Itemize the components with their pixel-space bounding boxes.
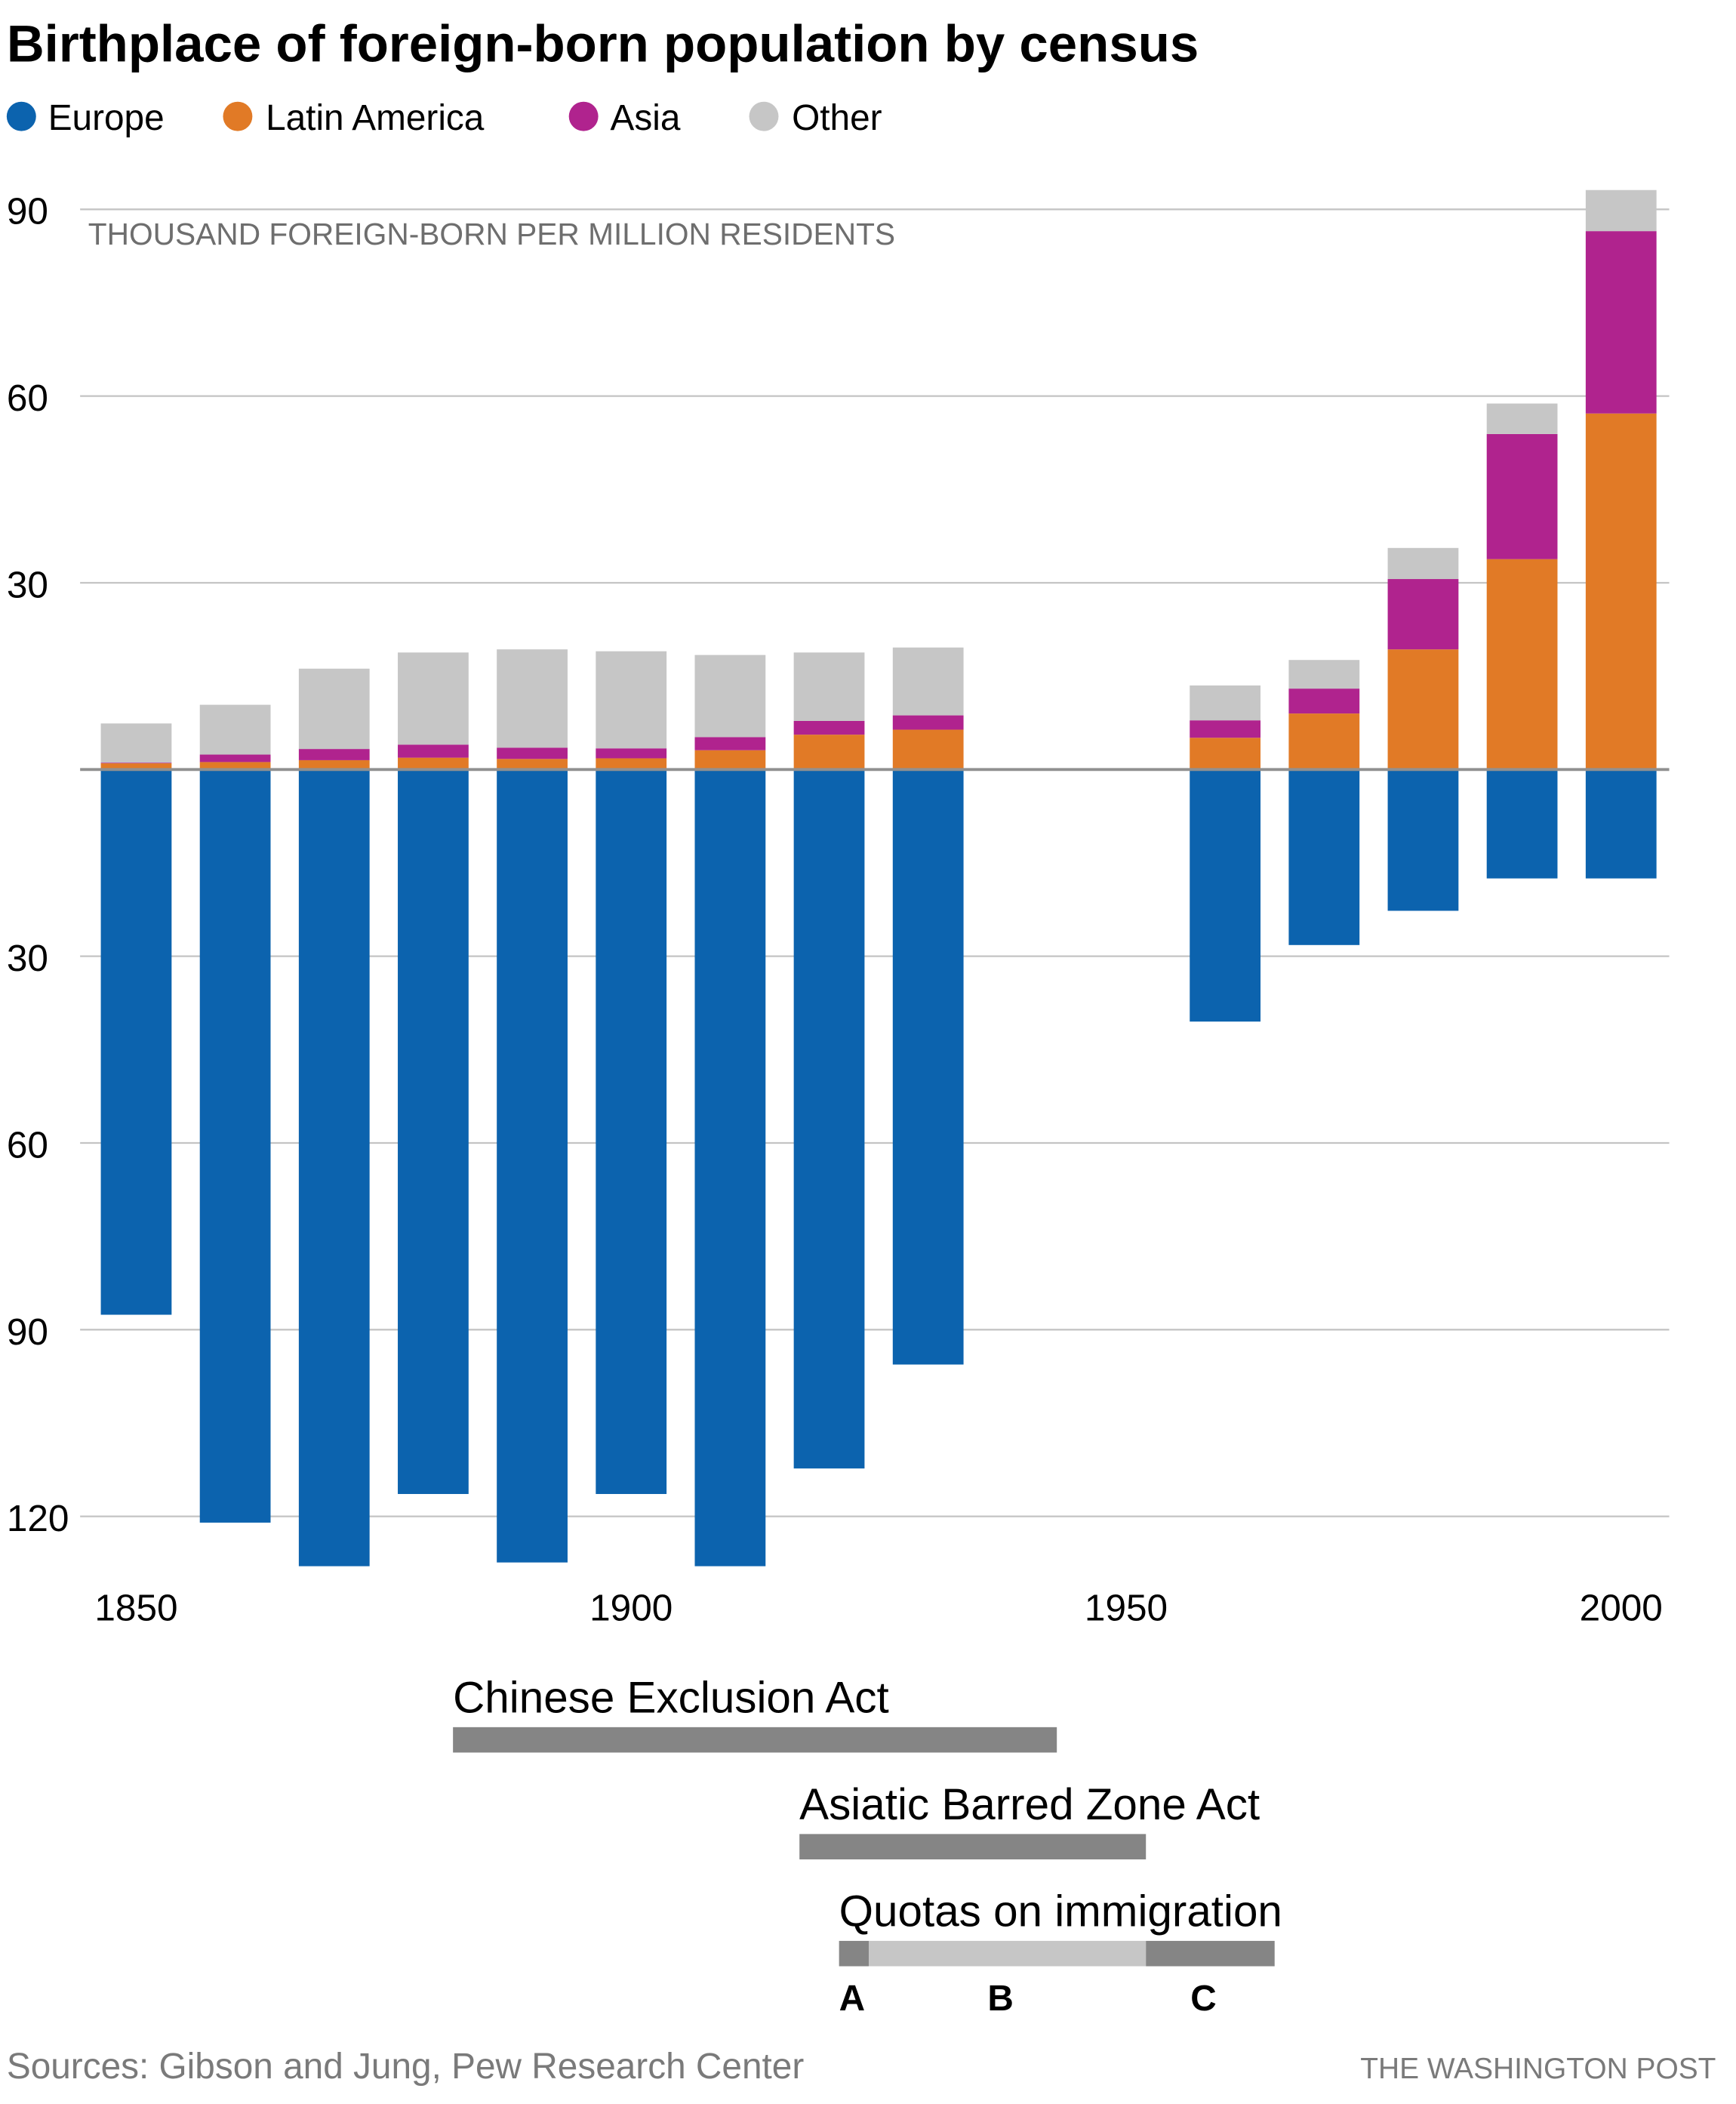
bar-asia-1920 xyxy=(793,720,865,735)
x-axis-ticks: 1850 1900 1950 2000 xyxy=(94,1587,1662,1628)
bar-latin-america-1910 xyxy=(694,750,766,770)
bar-other-1980 xyxy=(1387,547,1459,580)
timeline-segment-letter: A xyxy=(839,1979,865,2019)
legend-swatch-other xyxy=(749,101,779,131)
y-axis-unit-label: THOUSAND FOREIGN-BORN PER MILLION RESIDE… xyxy=(88,217,895,251)
bar-other-1930 xyxy=(892,647,964,716)
bar-asia-1960 xyxy=(1190,720,1261,738)
bar-latin-america-2000 xyxy=(1585,413,1657,770)
timeline-segment xyxy=(868,1940,1147,1967)
legend-swatch-europe xyxy=(6,101,36,131)
timeline-event-label: Quotas on immigration xyxy=(839,1887,1282,1936)
sources-note: Sources: Gibson and Jung, Pew Research C… xyxy=(7,2047,804,2087)
bar-latin-america-1970 xyxy=(1288,713,1360,770)
bar-europe-1860 xyxy=(199,769,271,1523)
bar-latin-america-1920 xyxy=(793,735,865,770)
bar-other-1910 xyxy=(694,655,766,738)
x-tick-label: 2000 xyxy=(1580,1587,1663,1628)
bar-asia-1980 xyxy=(1387,579,1459,650)
bar-latin-america-1930 xyxy=(892,729,964,770)
bar-europe-1990 xyxy=(1486,769,1558,879)
bars xyxy=(80,189,1670,1566)
x-tick-label: 1900 xyxy=(589,1587,673,1628)
bar-other-1990 xyxy=(1486,403,1558,434)
y-tick-label: 30 xyxy=(7,938,48,979)
timeline-segment xyxy=(1146,1940,1275,1967)
timeline-segment-letter: C xyxy=(1190,1979,1216,2019)
bar-asia-1850 xyxy=(100,762,172,764)
bar-europe-1920 xyxy=(793,769,865,1469)
publisher-credit: THE WASHINGTON POST xyxy=(1360,2053,1716,2085)
timeline-segment xyxy=(453,1727,1057,1753)
bar-latin-america-1990 xyxy=(1486,559,1558,770)
bar-asia-1990 xyxy=(1486,433,1558,559)
bar-europe-1910 xyxy=(694,769,766,1566)
bar-other-1860 xyxy=(199,704,271,755)
bar-europe-1960 xyxy=(1190,769,1261,1022)
y-tick-label: 120 xyxy=(7,1498,69,1539)
bar-other-1850 xyxy=(100,723,172,763)
bar-europe-1870 xyxy=(298,769,370,1566)
timeline-event: Quotas on immigration A B C xyxy=(839,1887,1282,2019)
bar-europe-1980 xyxy=(1387,769,1459,911)
legend: Europe Latin America Asia Other xyxy=(6,98,882,138)
timeline-event-label: Asiatic Barred Zone Act xyxy=(799,1780,1260,1829)
legend-label-asia: Asia xyxy=(611,98,681,138)
timeline-event: Asiatic Barred Zone Act xyxy=(799,1780,1260,1859)
legend-swatch-latin-america xyxy=(223,101,253,131)
x-tick-label: 1850 xyxy=(94,1587,177,1628)
bar-europe-1850 xyxy=(100,769,172,1315)
legend-label-latin-america: Latin America xyxy=(266,98,485,138)
bar-asia-1860 xyxy=(199,754,271,762)
bar-asia-1870 xyxy=(298,749,370,760)
legend-label-europe: Europe xyxy=(48,98,165,138)
bar-asia-1930 xyxy=(892,715,964,730)
bar-europe-1970 xyxy=(1288,769,1360,945)
timeline-segment xyxy=(839,1940,869,1967)
bar-europe-1900 xyxy=(596,769,667,1494)
timeline-segment xyxy=(799,1834,1147,1859)
chart-title: Birthplace of foreign-born population by… xyxy=(7,15,1199,73)
bar-other-1880 xyxy=(398,652,469,745)
bar-asia-2000 xyxy=(1585,231,1657,414)
y-axis-ticks: 30 60 90 30 60 90 120 xyxy=(7,191,69,1539)
bar-other-1920 xyxy=(793,652,865,721)
bar-latin-america-1890 xyxy=(497,759,568,770)
y-tick-label: 30 xyxy=(7,564,48,605)
timeline-segment-letter: B xyxy=(987,1979,1013,2019)
bar-asia-1910 xyxy=(694,737,766,750)
bar-other-1870 xyxy=(298,668,370,750)
y-tick-label: 90 xyxy=(7,1311,48,1353)
bar-other-1960 xyxy=(1190,685,1261,721)
legend-swatch-asia xyxy=(568,101,599,131)
bar-latin-america-1960 xyxy=(1190,738,1261,770)
policy-timeline: Chinese Exclusion Act Asiatic Barred Zone… xyxy=(453,1673,1282,2019)
legend-label-other: Other xyxy=(792,98,882,138)
bar-latin-america-1860 xyxy=(199,762,271,770)
bar-latin-america-1850 xyxy=(100,763,172,770)
bar-europe-1930 xyxy=(892,769,964,1365)
bar-latin-america-1980 xyxy=(1387,649,1459,770)
timeline-event-label: Chinese Exclusion Act xyxy=(453,1673,889,1722)
bar-asia-1900 xyxy=(596,748,667,759)
bar-other-1970 xyxy=(1288,660,1360,689)
bar-asia-1970 xyxy=(1288,688,1360,714)
y-tick-label: 60 xyxy=(7,377,48,419)
y-tick-label: 60 xyxy=(7,1124,48,1166)
timeline-event: Chinese Exclusion Act xyxy=(453,1673,1057,1753)
bar-latin-america-1880 xyxy=(398,757,469,770)
bar-europe-1880 xyxy=(398,769,469,1494)
bar-europe-1890 xyxy=(497,769,568,1563)
bar-other-1900 xyxy=(596,651,667,749)
bar-other-2000 xyxy=(1585,189,1657,232)
bar-other-1890 xyxy=(497,649,568,748)
x-tick-label: 1950 xyxy=(1085,1587,1168,1628)
bar-europe-2000 xyxy=(1585,769,1657,879)
bar-latin-america-1900 xyxy=(596,758,667,770)
bar-asia-1890 xyxy=(497,747,568,759)
y-tick-label: 90 xyxy=(7,191,48,233)
bar-asia-1880 xyxy=(398,744,469,758)
bar-latin-america-1870 xyxy=(298,759,370,770)
